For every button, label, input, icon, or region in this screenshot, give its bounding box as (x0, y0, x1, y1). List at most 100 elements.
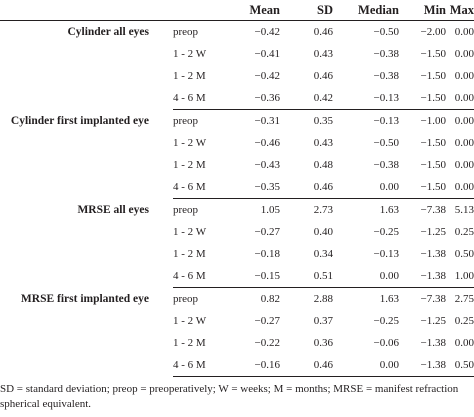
cell-time: 4 - 6 M (173, 176, 226, 199)
cell-median: −0.38 (373, 70, 399, 82)
table-row: 1 - 2 W −0.41 0.43 −0.38 −1.50 0.00 (0, 43, 474, 65)
table-row: Cylinder first implanted eye preop −0.31 0.… (0, 110, 474, 133)
cell-min: −1.00 (420, 115, 446, 127)
cell-median: −0.13 (345, 87, 409, 110)
cell-time: 1 - 2 W (173, 48, 207, 60)
cell-time: 1 - 2 M (173, 70, 206, 82)
cell-time: 4 - 6 M (173, 265, 226, 288)
cell-time: 1 - 2 M (173, 159, 206, 171)
cell-mean: −0.31 (254, 115, 280, 127)
header-max: Max (446, 0, 474, 21)
header-median: Median (345, 0, 409, 21)
cell-sd: 0.43 (313, 48, 333, 60)
cell-min: −7.38 (420, 293, 446, 305)
cell-min: −1.50 (409, 176, 446, 199)
cell-max: 0.00 (454, 26, 474, 38)
footnote-line-2: spherical equivalent. (0, 397, 92, 410)
cell-mean: −0.15 (226, 265, 294, 288)
cell-sd: 0.37 (313, 315, 333, 327)
table-row: 1 - 2 M −0.18 0.34 −0.13 −1.38 0.50 (0, 243, 474, 265)
cell-mean: −0.35 (226, 176, 294, 199)
cell-mean: 0.82 (260, 293, 280, 305)
cell-mean: −0.16 (226, 354, 294, 377)
table-row: MRSE first implanted eye preop 0.82 2.88 1.6… (0, 288, 474, 311)
cell-sd: 0.46 (313, 70, 333, 82)
header-mean: Mean (226, 0, 294, 21)
cell-min: −1.25 (420, 226, 446, 238)
cell-mean: −0.46 (254, 137, 280, 149)
results-table-container: Mean SD Median Min Max Cylinder all eyes… (0, 0, 474, 377)
table-row: 1 - 2 W −0.27 0.40 −0.25 −1.25 0.25 (0, 221, 474, 243)
cell-time: 1 - 2 M (173, 337, 206, 349)
header-time (173, 0, 226, 21)
cell-min: −1.38 (420, 248, 446, 260)
cell-mean: −0.27 (254, 226, 280, 238)
cell-time: 4 - 6 M (173, 354, 226, 377)
header-group (0, 0, 173, 21)
footnote-line-1: SD = standard deviation; preop = preoper… (0, 383, 459, 395)
cell-time: 1 - 2 W (173, 137, 207, 149)
table-row: 1 - 2 M −0.22 0.36 −0.06 −1.38 0.00 (0, 332, 474, 354)
cell-max: 0.00 (454, 337, 474, 349)
cell-max: 1.00 (446, 265, 474, 288)
cell-median: −0.13 (373, 248, 399, 260)
cell-max: 0.00 (454, 115, 474, 127)
table-body: Cylinder all eyes preop −0.42 0.46 −0.50 −2.0… (0, 21, 474, 377)
cell-time: preop (173, 293, 199, 305)
cell-median: −0.13 (373, 115, 399, 127)
group-label: MRSE first implanted eye (20, 292, 149, 305)
cell-max: 0.00 (454, 159, 474, 171)
cell-min: −1.50 (409, 87, 446, 110)
cell-median: −0.25 (373, 315, 399, 327)
header-row: Mean SD Median Min Max (0, 0, 474, 21)
cell-sd: 0.48 (313, 159, 333, 171)
cell-mean: −0.41 (254, 48, 280, 60)
cell-sd: 0.43 (313, 137, 333, 149)
cell-min: −1.50 (420, 70, 446, 82)
table-row: 4 - 6 M −0.16 0.46 0.00 −1.38 0.50 (0, 354, 474, 377)
group-label: MRSE all eyes (77, 203, 149, 216)
cell-time: 1 - 2 M (173, 248, 206, 260)
cell-median: 0.00 (345, 265, 409, 288)
table-row: 4 - 6 M −0.15 0.51 0.00 −1.38 1.00 (0, 265, 474, 288)
cell-time: 1 - 2 W (173, 315, 207, 327)
table-row: 1 - 2 W −0.46 0.43 −0.50 −1.50 0.00 (0, 132, 474, 154)
cell-mean: −0.36 (226, 87, 294, 110)
cell-median: −0.06 (373, 337, 399, 349)
cell-min: −1.38 (420, 337, 446, 349)
cell-sd: 0.42 (294, 87, 345, 110)
header-sd: SD (294, 0, 345, 21)
cell-max: 0.50 (454, 248, 474, 260)
cell-sd: 0.35 (313, 115, 333, 127)
cell-max: 0.00 (454, 137, 474, 149)
cell-mean: 1.05 (260, 204, 280, 216)
table-row: 4 - 6 M −0.35 0.46 0.00 −1.50 0.00 (0, 176, 474, 199)
cell-sd: 0.36 (313, 337, 333, 349)
cell-mean: −0.42 (254, 70, 280, 82)
cell-max: 0.00 (446, 176, 474, 199)
cell-min: −2.00 (420, 26, 446, 38)
cell-sd: 2.73 (313, 204, 333, 216)
cell-min: −1.50 (420, 137, 446, 149)
table-footnote: SD = standard deviation; preop = preoper… (0, 382, 474, 411)
cell-max: 0.25 (454, 315, 474, 327)
table-row: 1 - 2 M −0.42 0.46 −0.38 −1.50 0.00 (0, 65, 474, 87)
cell-median: −0.38 (373, 159, 399, 171)
cell-mean: −0.43 (254, 159, 280, 171)
cell-min: −1.38 (409, 354, 446, 377)
table-row: Cylinder all eyes preop −0.42 0.46 −0.50 −2.0… (0, 21, 474, 44)
cell-mean: −0.22 (254, 337, 280, 349)
cell-median: 0.00 (345, 354, 409, 377)
cell-sd: 0.51 (294, 265, 345, 288)
cell-sd: 2.88 (313, 293, 333, 305)
cell-mean: −0.27 (254, 315, 280, 327)
cell-max: 0.25 (454, 226, 474, 238)
cell-median: 1.63 (379, 204, 399, 216)
group-label: Cylinder all eyes (67, 26, 149, 38)
header-min: Min (409, 0, 446, 21)
cell-sd: 0.46 (294, 354, 345, 377)
cell-median: −0.25 (373, 226, 399, 238)
cell-min: −7.38 (420, 204, 446, 216)
cell-max: 2.75 (454, 293, 474, 305)
cell-min: −1.50 (420, 159, 446, 171)
